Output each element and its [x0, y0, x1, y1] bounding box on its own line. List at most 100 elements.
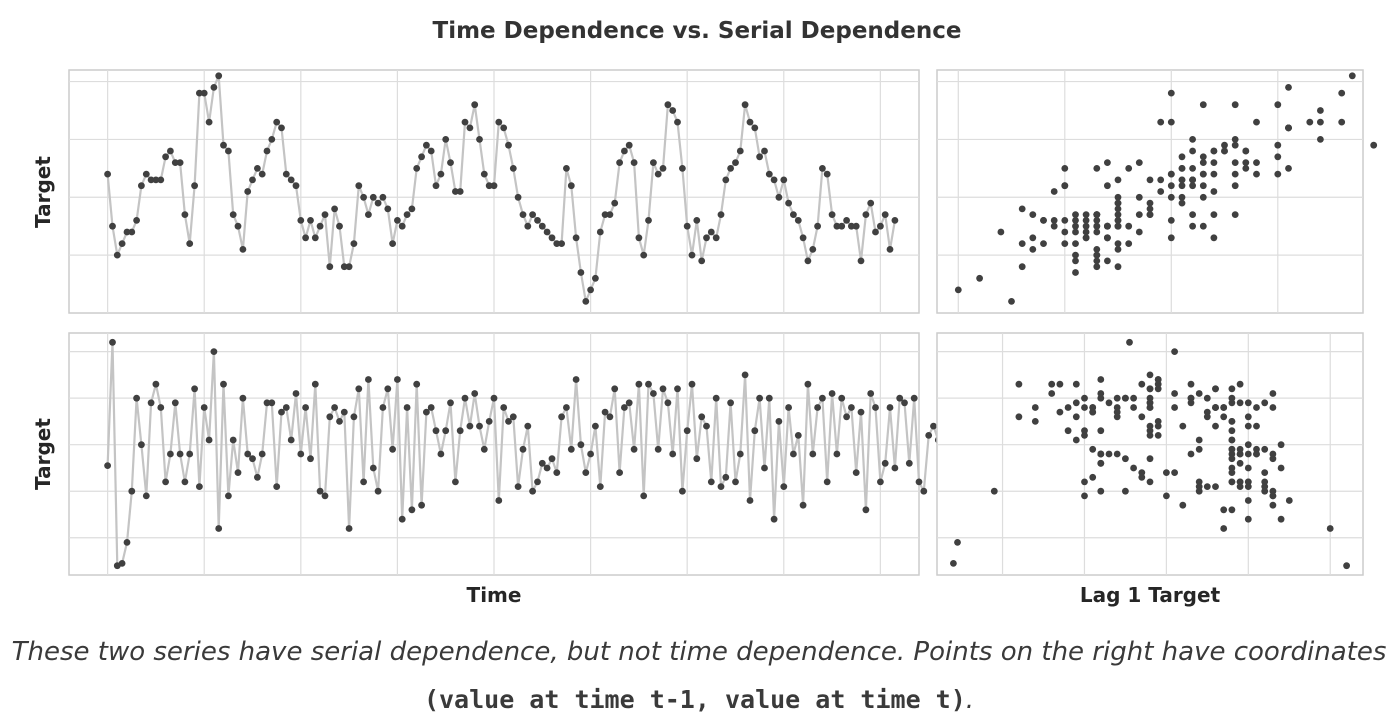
top-time-point-61	[398, 222, 406, 230]
bottom-time-point-61	[398, 515, 406, 523]
top-time-point-162	[886, 246, 894, 253]
bottom-lag-point-165	[1236, 459, 1244, 467]
bottom-time-point-146	[809, 450, 817, 458]
top-time-point-90	[538, 222, 546, 230]
top-time-point-121	[688, 251, 696, 259]
bottom-lag-point-170	[1179, 422, 1187, 430]
top-lag-point-16	[1114, 240, 1122, 248]
top-time-point-119	[679, 165, 686, 172]
bottom-time-point-5	[128, 487, 136, 495]
bottom-time-point-1	[109, 338, 116, 346]
top-time-point-3	[118, 240, 126, 248]
top-lag-point-139	[1146, 176, 1154, 184]
figure: Time Dependence vs. Serial Dependence Ta…	[31, 18, 1378, 607]
bottom-lag-point-161	[1130, 404, 1137, 411]
top-time-point-50	[345, 263, 353, 271]
top-lag-point-135	[1221, 147, 1228, 155]
top-lag-point-39	[1167, 217, 1175, 224]
bottom-time-point-12	[162, 478, 170, 486]
bottom-time-point-156	[857, 408, 865, 416]
bottom-lag-point-81	[1064, 404, 1072, 411]
bottom-time-point-138	[770, 515, 778, 523]
top-lag-point-38	[1178, 182, 1186, 190]
bottom-lag-point-92	[1138, 469, 1146, 476]
bottom-lag-point-22	[1326, 525, 1334, 532]
top-time-point-126	[712, 234, 720, 242]
top-lag-point-85	[1146, 211, 1154, 219]
bottom-lag-point-7	[1163, 492, 1170, 500]
top-lag-point-119	[1199, 222, 1207, 230]
bottom-lag-point-65	[1056, 408, 1064, 416]
top-time-point-139	[775, 193, 783, 201]
figure-caption: These two series have serial dependence,…	[0, 628, 1398, 724]
bottom-time-point-30	[249, 455, 256, 463]
top-time-point-72	[452, 188, 459, 195]
bottom-time-point-62	[403, 404, 411, 411]
bottom-time-point-74	[461, 394, 469, 402]
top-time-point-95	[563, 165, 570, 172]
bottom-lag-point-54	[1277, 464, 1285, 472]
top-lag-point-136	[1231, 170, 1239, 178]
bottom-time-point-27	[234, 469, 242, 476]
bottom-lag-frame	[936, 332, 1364, 576]
top-time-point-116	[664, 101, 672, 109]
top-lag-point-50	[1018, 240, 1026, 248]
top-time-point-123	[698, 257, 706, 265]
bottom-lag-point-127	[1089, 473, 1097, 481]
bottom-time-point-10	[152, 380, 160, 388]
bottom-time-point-134	[751, 427, 759, 435]
bottom-time-point-88	[529, 487, 536, 495]
top-time-point-158	[867, 199, 875, 207]
top-lag-point-43	[1072, 222, 1079, 230]
top-time-point-142	[790, 211, 797, 219]
top-time-point-89	[534, 217, 541, 224]
bottom-lag-point-101	[1195, 483, 1203, 490]
bottom-time-point-53	[360, 478, 367, 486]
top-time-point-4	[123, 228, 131, 236]
bottom-time-point-127	[717, 483, 725, 490]
top-lag-point-64	[1199, 153, 1207, 161]
top-lag-point-27	[1093, 246, 1101, 253]
bottom-time-point-7	[138, 441, 145, 449]
top-lag-point-36	[1274, 170, 1282, 178]
bottom-time-point-157	[862, 506, 870, 514]
bottom-time-point-105	[611, 385, 619, 393]
top-time-point-114	[654, 170, 662, 178]
bottom-lag-point-157	[1048, 390, 1056, 397]
bottom-lag-point-164	[1244, 399, 1252, 407]
bottom-time-point-38	[287, 436, 295, 444]
top-lag-point-160	[1093, 211, 1101, 219]
bottom-lag-point-48	[1203, 408, 1211, 416]
top-time-point-71	[447, 159, 454, 167]
top-time-point-153	[843, 217, 850, 224]
top-time-point-65	[418, 153, 425, 161]
bottom-time-point-60	[394, 376, 401, 383]
top-time-point-10	[152, 176, 160, 184]
top-time-point-105	[611, 199, 619, 207]
bottom-lag-point-61	[1031, 404, 1039, 411]
bottom-time-point-63	[408, 506, 416, 514]
bottom-lag-point-34	[1236, 483, 1244, 490]
top-lag-point-101	[997, 228, 1005, 236]
bottom-lag-point-108	[1236, 445, 1244, 453]
bottom-lag-point-138	[1031, 418, 1039, 425]
bottom-lag-point-142	[1146, 432, 1154, 439]
top-lag-point-2	[1040, 240, 1047, 248]
top-time-point-132	[741, 101, 749, 109]
top-time-point-149	[823, 170, 831, 178]
bottom-lag-point-37	[1228, 436, 1236, 444]
top-lag-point-102	[1082, 211, 1090, 219]
bottom-lag-point-100	[1146, 422, 1154, 430]
bottom-y-axis-label: Target	[31, 418, 55, 490]
top-lag-point-78	[1189, 182, 1196, 190]
bottom-lag-point-103	[1220, 413, 1228, 421]
bottom-time-point-32	[258, 450, 266, 458]
top-lag-point-69	[1189, 136, 1196, 143]
bottom-time-point-25	[225, 492, 232, 500]
top-time-point-155	[852, 222, 860, 230]
top-time-point-63	[408, 205, 416, 213]
bottom-lag-point-56	[1081, 404, 1088, 411]
top-time-point-57	[379, 193, 387, 201]
bottom-time-point-142	[790, 450, 797, 458]
bottom-time-point-143	[794, 432, 802, 439]
